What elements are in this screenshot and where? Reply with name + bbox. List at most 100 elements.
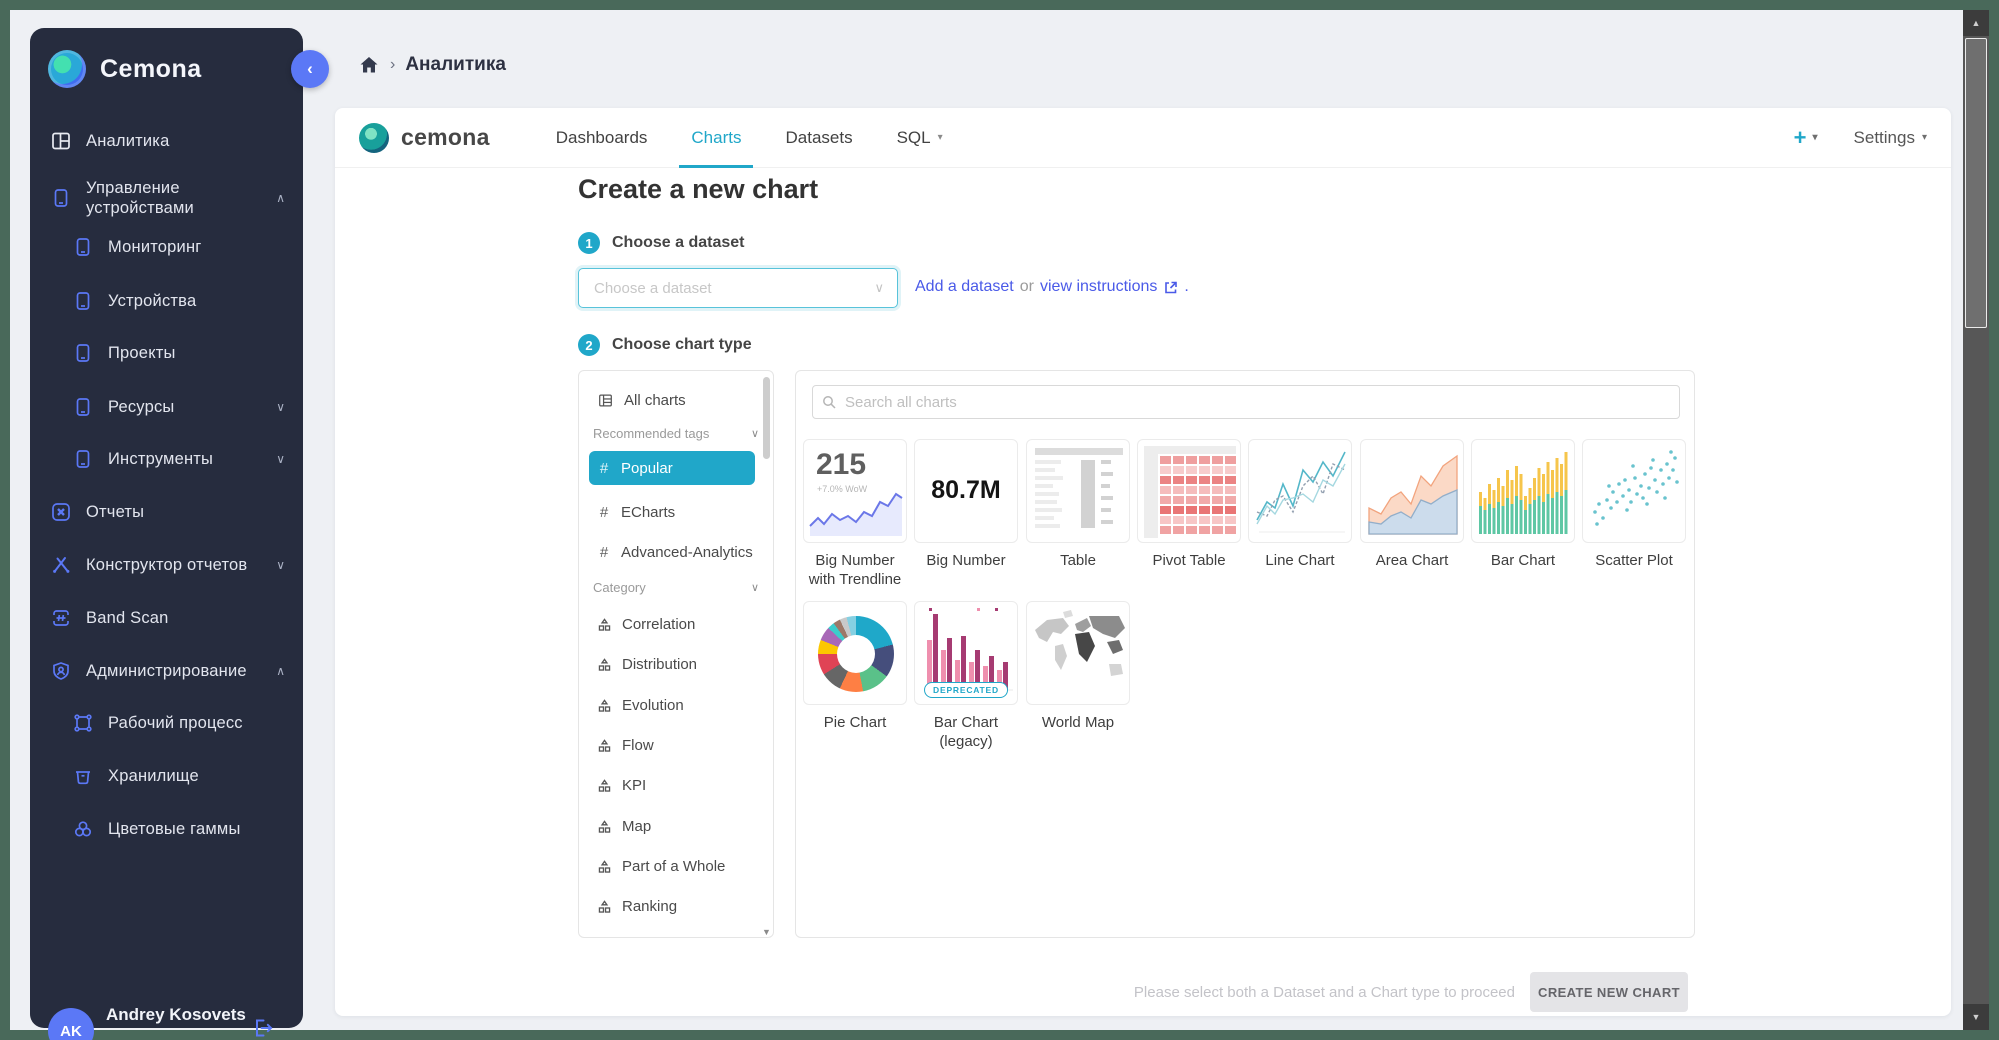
chart-card-pie-chart[interactable]: Pie Chart — [803, 601, 907, 732]
app-tabs: Dashboards Charts Datasets SQL ▾ — [556, 108, 943, 168]
deprecated-badge: DEPRECATED — [924, 682, 1008, 698]
tab-charts[interactable]: Charts — [679, 108, 754, 168]
sidebar-item-report-builder[interactable]: Конструктор отчетов ∨ — [30, 549, 303, 581]
window-scrollbar[interactable]: ▲ ▼ — [1963, 10, 1989, 1030]
archive-icon — [72, 765, 94, 787]
breadcrumb-page[interactable]: Аналитика — [405, 54, 506, 75]
table-thumbnail — [1026, 439, 1130, 543]
category-ranking[interactable]: Ranking — [589, 889, 755, 923]
big-number-trendline-thumbnail: 215 +7.0% WoW — [803, 439, 907, 543]
chevron-down-icon[interactable]: ∨ — [276, 452, 285, 466]
sitemap-icon — [597, 738, 612, 753]
category-evolution[interactable]: Evolution — [589, 688, 755, 722]
device-icon — [50, 187, 72, 209]
sitemap-icon — [597, 778, 612, 793]
chart-card-pivot-table[interactable]: Pivot Table — [1137, 439, 1241, 570]
avatar[interactable]: AK — [48, 1008, 94, 1040]
chevron-up-icon[interactable]: ∧ — [276, 664, 285, 678]
chevron-down-icon[interactable]: ∨ — [276, 558, 285, 572]
new-item-button[interactable]: + ▾ — [1793, 124, 1818, 150]
chart-card-bar-chart-legacy[interactable]: DEPRECATED Bar Chart (legacy) — [914, 601, 1018, 751]
sidebar-item-device-management[interactable]: Управление устройствами ∧ — [30, 176, 303, 220]
chevron-up-icon[interactable]: ∧ — [276, 191, 285, 205]
sidebar-item-resources[interactable]: Ресурсы ∨ — [30, 391, 303, 423]
category-distribution[interactable]: Distribution — [589, 647, 755, 681]
create-new-chart-button[interactable]: CREATE NEW CHART — [1530, 972, 1688, 1012]
superset-appbar: cemona Dashboards Charts Datasets SQL ▾ +… — [335, 108, 1951, 168]
logout-icon[interactable] — [251, 1016, 275, 1040]
view-instructions-link[interactable]: view instructions — [1039, 278, 1158, 295]
user-name: Andrey Kosovets — [106, 1005, 246, 1024]
sidebar-item-color-schemes[interactable]: Цветовые гаммы — [30, 813, 303, 845]
workflow-icon — [72, 712, 94, 734]
page-title: Create a new chart — [578, 174, 819, 204]
tab-datasets[interactable]: Datasets — [785, 127, 853, 147]
line-chart-thumbnail — [1248, 439, 1352, 543]
dataset-select-placeholder: Choose a dataset — [594, 279, 712, 297]
chart-card-world-map[interactable]: World Map — [1026, 601, 1130, 732]
scroll-down-arrow[interactable]: ▼ — [762, 927, 771, 937]
band-scan-icon — [50, 607, 72, 629]
breadcrumb-separator: › — [390, 56, 396, 73]
section-category[interactable]: Category ∨ — [593, 579, 759, 595]
category-all-charts[interactable]: All charts — [589, 383, 755, 417]
section-recommended-tags[interactable]: Recommended tags ∨ — [593, 425, 759, 441]
caret-down-icon: ▾ — [937, 132, 943, 143]
chevron-down-icon: ∨ — [750, 581, 759, 594]
cemona-app-logo-icon[interactable] — [359, 122, 389, 153]
chevron-down-icon: ∨ — [750, 427, 759, 440]
sidebar-item-workflow[interactable]: Рабочий процесс — [30, 707, 303, 739]
tag-advanced-analytics[interactable]: # Advanced-Analytics — [589, 535, 755, 569]
chart-card-big-number[interactable]: 80.7M Big Number — [914, 439, 1018, 570]
category-correlation[interactable]: Correlation — [589, 607, 755, 641]
sidebar-item-projects[interactable]: Проекты — [30, 337, 303, 369]
chart-card-area-chart[interactable]: Area Chart — [1360, 439, 1464, 570]
search-icon — [822, 395, 836, 409]
home-icon[interactable] — [358, 54, 380, 76]
sidebar-item-tools[interactable]: Инструменты ∨ — [30, 443, 303, 475]
sidebar-item-storage[interactable]: Хранилище — [30, 760, 303, 792]
category-scrollbar[interactable]: ▼ — [762, 373, 771, 937]
dataset-select[interactable]: Choose a dataset ∨ — [578, 268, 898, 308]
chart-card-table[interactable]: Table — [1026, 439, 1130, 570]
category-flow[interactable]: Flow — [589, 728, 755, 762]
app-logo-text[interactable]: cemona — [401, 124, 490, 150]
add-dataset-link[interactable]: Add a dataset — [915, 278, 1014, 295]
chart-card-line-chart[interactable]: Line Chart — [1248, 439, 1352, 570]
scroll-thumb[interactable] — [1965, 38, 1987, 328]
step-2-badge: 2 — [578, 334, 600, 356]
category-clipped-row[interactable] — [589, 927, 755, 937]
sidebar-item-administration[interactable]: Администрирование ∧ — [30, 655, 303, 687]
chart-gallery-pane: 215 +7.0% WoW Big Number with Trendline … — [795, 370, 1695, 938]
tag-popular[interactable]: # Popular — [589, 451, 755, 485]
scroll-up-arrow[interactable]: ▲ — [1963, 10, 1989, 36]
sidebar-item-analytics[interactable]: Аналитика — [30, 125, 303, 157]
chevron-down-icon[interactable]: ∨ — [276, 400, 285, 414]
tag-echarts[interactable]: # ECharts — [589, 495, 755, 529]
step-1-badge: 1 — [578, 232, 600, 254]
category-scroll-thumb[interactable] — [763, 377, 770, 459]
settings-menu[interactable]: Settings ▾ — [1853, 127, 1927, 147]
external-link-icon[interactable] — [1163, 280, 1178, 295]
sitemap-icon — [597, 859, 612, 874]
sidebar-item-band-scan[interactable]: Band Scan — [30, 602, 303, 634]
sidebar-item-reports[interactable]: Отчеты — [30, 496, 303, 528]
category-kpi[interactable]: KPI — [589, 768, 755, 802]
sidebar-collapse-button[interactable]: ‹ — [291, 50, 329, 88]
pie-donut-graphic — [818, 616, 894, 692]
search-all-charts-input[interactable] — [812, 385, 1680, 419]
sidebar-item-monitoring[interactable]: Мониторинг — [30, 231, 303, 263]
sidebar-item-devices[interactable]: Устройства — [30, 285, 303, 317]
chart-card-big-number-trendline[interactable]: 215 +7.0% WoW Big Number with Trendline — [803, 439, 907, 589]
category-map[interactable]: Map — [589, 809, 755, 843]
device-icon — [72, 236, 94, 258]
category-part-of-a-whole[interactable]: Part of a Whole — [589, 849, 755, 883]
tab-sql[interactable]: SQL ▾ — [896, 127, 943, 147]
scroll-down-arrow[interactable]: ▼ — [1963, 1004, 1989, 1030]
chart-card-bar-chart[interactable]: Bar Chart — [1471, 439, 1575, 570]
tab-dashboards[interactable]: Dashboards — [555, 127, 648, 147]
pivot-table-thumbnail — [1137, 439, 1241, 543]
big-number-thumbnail: 80.7M — [914, 439, 1018, 543]
shield-user-icon — [50, 660, 72, 682]
chart-card-scatter-plot[interactable]: Scatter Plot — [1582, 439, 1686, 570]
